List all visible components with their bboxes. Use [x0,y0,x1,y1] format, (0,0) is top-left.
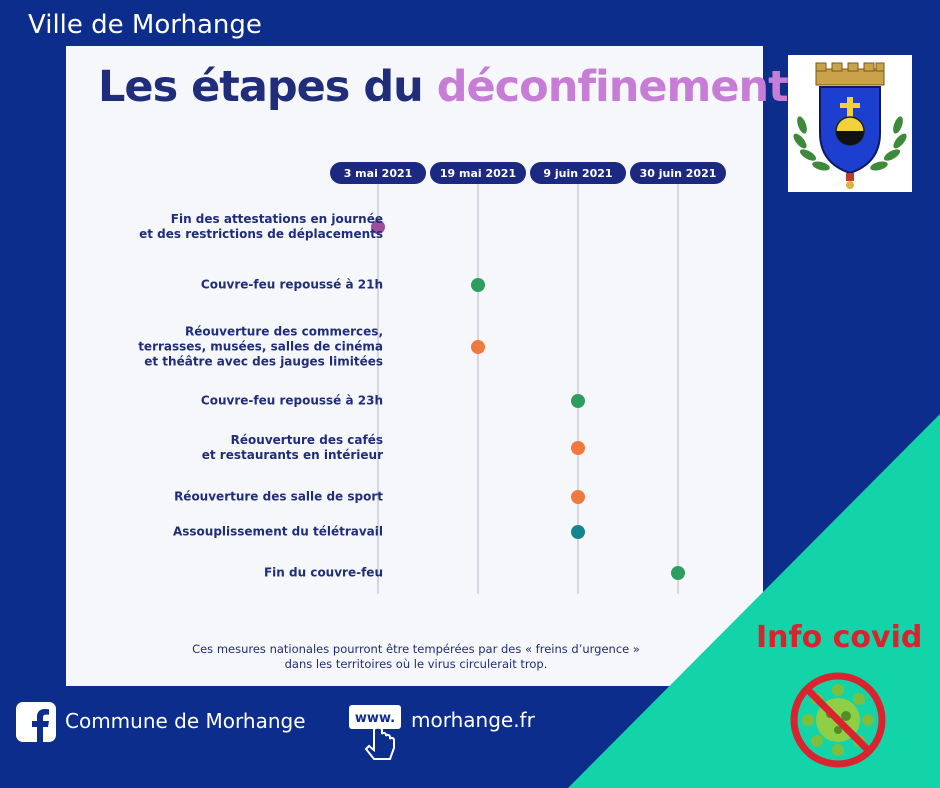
footnote: Ces mesures nationales pourront être tem… [66,642,766,672]
no-virus-icon [790,672,886,768]
timeline-dot [571,525,585,539]
step-label: Assouplissement du télétravail [123,525,383,540]
step-label-line: Couvre-feu repoussé à 21h [200,277,383,292]
infographic-title: Les étapes du déconfinement [98,62,789,112]
timeline-dot [371,220,385,234]
step-label: Couvre-feu repoussé à 21h [123,278,383,293]
infographic-card: Les étapes du déconfinement 3 mai 2021 19… [66,46,789,686]
info-covid-label: Info covid [756,620,923,655]
timeline-dot [571,441,585,455]
date-pill-background [630,162,726,184]
footnote-line-1: Ces mesures nationales pourront être tem… [192,642,640,656]
title-part-2: déconfinement [436,62,789,112]
step-label: Réouverture des cafés et restaurants en i… [123,433,383,463]
step-label-line: terrasses, musées, salles de cinéma [138,339,383,354]
date-pill-background [530,162,626,184]
step-label: Réouverture des commerces, terrasses, mus… [123,325,383,370]
step-label-line: Assouplissement du télétravail [172,524,383,539]
date-pill: 9 juin 2021 [530,162,626,184]
step-label-line: Réouverture des cafés [230,433,383,447]
step-label-line: Fin du couvre-feu [263,565,383,580]
date-pill-label: 3 mai 2021 [344,167,413,180]
date-pill-label: 19 mai 2021 [440,167,516,180]
step-label-line: et théâtre avec des jauges limitées [144,354,383,369]
www-text: www. [355,711,395,726]
date-pill: 30 juin 2021 [630,162,726,184]
title-part-1: Les étapes du [98,62,437,112]
date-pill-background [330,162,426,184]
timeline-dot [471,340,485,354]
city-name: Ville de Morhange [28,10,262,40]
date-pill-label: 30 juin 2021 [640,167,717,180]
date-pill: 3 mai 2021 [330,162,426,184]
date-pill-label: 9 juin 2021 [543,167,612,180]
facebook-label: Commune de Morhange [65,709,306,733]
step-label: Réouverture des salle de sport [123,490,383,505]
step-label-line: Réouverture des commerces, [185,324,383,339]
timeline-dot [571,490,585,504]
step-label: Couvre-feu repoussé à 23h [123,394,383,409]
step-label-line: Couvre-feu repoussé à 23h [200,393,383,408]
coat-of-arms [788,55,912,192]
date-pill: 19 mai 2021 [430,162,526,184]
step-label-line: Fin des attestations en journée [170,212,383,226]
timeline-dot [671,566,685,580]
timeline-chart: 3 mai 2021 19 mai 2021 9 juin 2021 30 juin … [330,162,726,594]
www-pointer-icon: www. [349,705,401,760]
step-label-line: et restaurants en intérieur [201,448,383,462]
step-label-line: Réouverture des salle de sport [174,489,383,504]
date-pill-background [430,162,526,184]
step-label: Fin du couvre-feu [123,566,383,581]
facebook-icon [16,702,56,742]
step-label: Fin des attestations en journée et des re… [123,212,383,242]
timeline-dot [571,394,585,408]
step-label-line: et des restrictions de déplacements [139,227,383,241]
footnote-line-2: dans les territoires où le virus circule… [284,657,548,671]
website-label: morhange.fr [411,708,535,732]
timeline-dot [471,278,485,292]
coat-of-arms-icon [793,62,907,189]
